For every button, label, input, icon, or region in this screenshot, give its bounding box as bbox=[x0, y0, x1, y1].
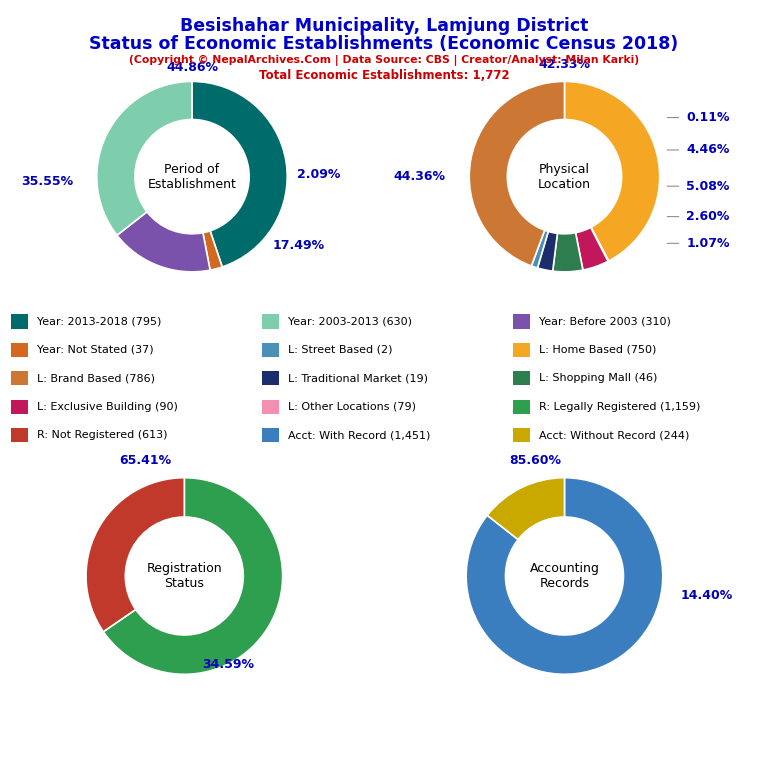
Bar bbox=[12, 314, 28, 329]
Text: 1.07%: 1.07% bbox=[687, 237, 730, 250]
Text: (Copyright © NepalArchives.Com | Data Source: CBS | Creator/Analyst: Milan Karki: (Copyright © NepalArchives.Com | Data So… bbox=[129, 55, 639, 65]
Bar bbox=[12, 371, 28, 386]
Text: Total Economic Establishments: 1,772: Total Economic Establishments: 1,772 bbox=[259, 69, 509, 82]
Wedge shape bbox=[466, 478, 663, 674]
Text: 35.55%: 35.55% bbox=[21, 175, 73, 188]
Bar bbox=[12, 399, 28, 414]
Bar bbox=[12, 428, 28, 442]
Text: 44.86%: 44.86% bbox=[166, 61, 218, 74]
Text: 44.36%: 44.36% bbox=[393, 170, 445, 183]
Text: Status of Economic Establishments (Economic Census 2018): Status of Economic Establishments (Econo… bbox=[89, 35, 679, 52]
Bar bbox=[263, 314, 279, 329]
Text: 34.59%: 34.59% bbox=[203, 658, 254, 671]
Text: Year: Not Stated (37): Year: Not Stated (37) bbox=[37, 345, 154, 355]
Text: R: Not Registered (613): R: Not Registered (613) bbox=[37, 430, 167, 440]
Wedge shape bbox=[192, 81, 287, 267]
Text: Year: 2003-2013 (630): Year: 2003-2013 (630) bbox=[288, 316, 412, 326]
Text: Period of
Establishment: Period of Establishment bbox=[147, 163, 237, 190]
Text: Physical
Location: Physical Location bbox=[538, 163, 591, 190]
Text: Year: Before 2003 (310): Year: Before 2003 (310) bbox=[539, 316, 670, 326]
Bar bbox=[263, 371, 279, 386]
Wedge shape bbox=[117, 212, 210, 272]
Bar bbox=[513, 371, 530, 386]
Text: Acct: With Record (1,451): Acct: With Record (1,451) bbox=[288, 430, 430, 440]
Wedge shape bbox=[469, 81, 564, 266]
Text: 5.08%: 5.08% bbox=[687, 180, 730, 193]
Text: Acct: Without Record (244): Acct: Without Record (244) bbox=[539, 430, 689, 440]
Text: 17.49%: 17.49% bbox=[273, 239, 325, 252]
Wedge shape bbox=[538, 231, 558, 271]
Text: 42.33%: 42.33% bbox=[538, 58, 591, 71]
Wedge shape bbox=[564, 81, 660, 261]
Text: Registration
Status: Registration Status bbox=[147, 562, 222, 590]
Wedge shape bbox=[575, 227, 608, 270]
Bar bbox=[263, 428, 279, 442]
Wedge shape bbox=[553, 233, 583, 272]
Text: 4.46%: 4.46% bbox=[687, 144, 730, 157]
Text: Besishahar Municipality, Lamjung District: Besishahar Municipality, Lamjung Distric… bbox=[180, 17, 588, 35]
Bar bbox=[263, 343, 279, 357]
Bar bbox=[513, 399, 530, 414]
Text: 85.60%: 85.60% bbox=[509, 453, 561, 466]
Text: 2.60%: 2.60% bbox=[687, 210, 730, 223]
Wedge shape bbox=[97, 81, 192, 235]
Wedge shape bbox=[487, 478, 564, 540]
Text: 14.40%: 14.40% bbox=[680, 589, 733, 602]
Wedge shape bbox=[531, 230, 548, 268]
Text: 0.11%: 0.11% bbox=[687, 111, 730, 124]
Bar bbox=[513, 428, 530, 442]
Wedge shape bbox=[203, 231, 222, 270]
Text: L: Other Locations (79): L: Other Locations (79) bbox=[288, 402, 416, 412]
Text: L: Shopping Mall (46): L: Shopping Mall (46) bbox=[539, 373, 657, 383]
Text: Accounting
Records: Accounting Records bbox=[530, 562, 599, 590]
Bar bbox=[263, 399, 279, 414]
Bar bbox=[513, 314, 530, 329]
Wedge shape bbox=[591, 227, 609, 261]
Text: 2.09%: 2.09% bbox=[296, 168, 340, 181]
Text: L: Exclusive Building (90): L: Exclusive Building (90) bbox=[37, 402, 178, 412]
Text: R: Legally Registered (1,159): R: Legally Registered (1,159) bbox=[539, 402, 700, 412]
Wedge shape bbox=[104, 478, 283, 674]
Bar bbox=[12, 343, 28, 357]
Text: L: Brand Based (786): L: Brand Based (786) bbox=[37, 373, 155, 383]
Wedge shape bbox=[86, 478, 184, 632]
Text: L: Traditional Market (19): L: Traditional Market (19) bbox=[288, 373, 428, 383]
Text: L: Home Based (750): L: Home Based (750) bbox=[539, 345, 656, 355]
Text: L: Street Based (2): L: Street Based (2) bbox=[288, 345, 392, 355]
Bar bbox=[513, 343, 530, 357]
Text: 65.41%: 65.41% bbox=[119, 453, 171, 466]
Text: Year: 2013-2018 (795): Year: 2013-2018 (795) bbox=[37, 316, 161, 326]
